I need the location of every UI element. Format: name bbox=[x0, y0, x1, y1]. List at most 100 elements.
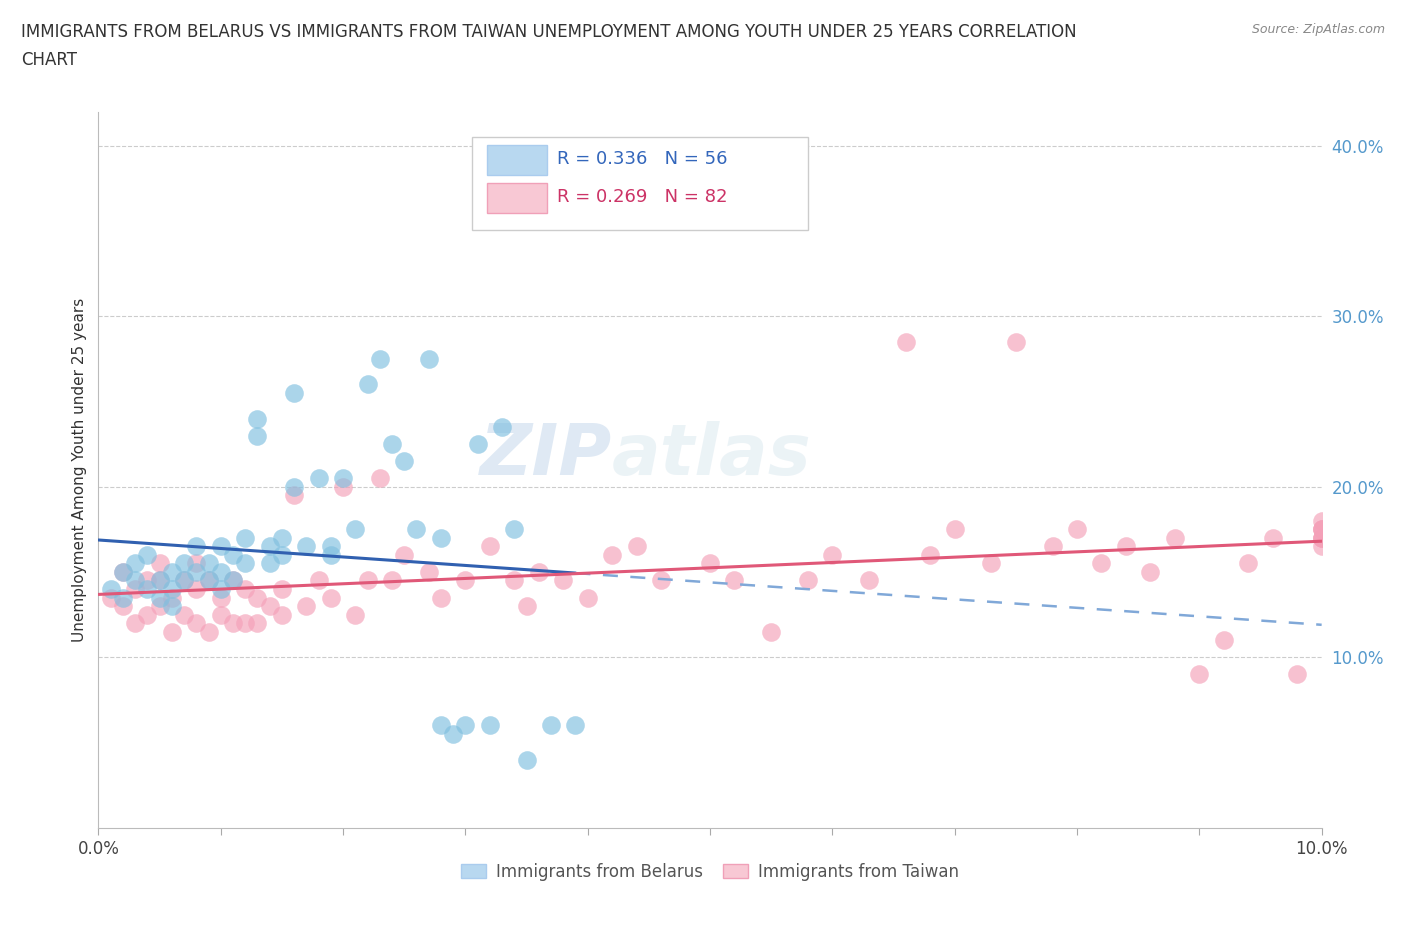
Point bbox=[111, 591, 134, 605]
Point bbox=[467, 437, 489, 452]
Point bbox=[332, 471, 354, 485]
Point bbox=[283, 386, 305, 401]
Point bbox=[356, 573, 378, 588]
Point bbox=[209, 607, 232, 622]
Point bbox=[295, 539, 318, 554]
Text: R = 0.269   N = 82: R = 0.269 N = 82 bbox=[557, 188, 728, 206]
Point bbox=[1139, 565, 1161, 579]
Point bbox=[246, 428, 269, 443]
Point bbox=[186, 565, 208, 579]
FancyBboxPatch shape bbox=[488, 145, 547, 176]
Point bbox=[197, 573, 219, 588]
Point bbox=[209, 565, 232, 579]
Point bbox=[308, 471, 330, 485]
Point bbox=[1115, 539, 1137, 554]
Text: CHART: CHART bbox=[21, 51, 77, 69]
Point bbox=[209, 591, 232, 605]
Point bbox=[246, 411, 269, 426]
Text: atlas: atlas bbox=[612, 421, 811, 490]
Point bbox=[858, 573, 880, 588]
Point bbox=[1310, 522, 1333, 537]
Point bbox=[392, 454, 416, 469]
Point bbox=[1310, 513, 1333, 528]
Point bbox=[441, 726, 464, 741]
Point bbox=[149, 556, 172, 571]
Point bbox=[454, 718, 477, 733]
Point bbox=[209, 581, 232, 596]
Point bbox=[759, 624, 782, 639]
Point bbox=[222, 573, 245, 588]
Point bbox=[405, 522, 427, 537]
Point bbox=[209, 539, 232, 554]
Point bbox=[368, 352, 391, 366]
Point bbox=[540, 718, 562, 733]
Point bbox=[149, 591, 172, 605]
Point bbox=[136, 548, 159, 563]
Point bbox=[1042, 539, 1064, 554]
Point bbox=[270, 607, 292, 622]
Point bbox=[149, 599, 172, 614]
Point bbox=[344, 522, 367, 537]
Point bbox=[233, 581, 256, 596]
Point bbox=[100, 591, 122, 605]
Point bbox=[136, 581, 159, 596]
Point bbox=[111, 599, 134, 614]
Point bbox=[564, 718, 586, 733]
Point bbox=[1261, 530, 1284, 545]
Point bbox=[600, 548, 623, 563]
Point bbox=[491, 419, 513, 434]
Point bbox=[222, 616, 245, 631]
Point bbox=[368, 471, 391, 485]
Point bbox=[980, 556, 1002, 571]
Point bbox=[149, 573, 172, 588]
Point bbox=[1310, 530, 1333, 545]
Point bbox=[381, 573, 404, 588]
Point bbox=[478, 539, 501, 554]
Point bbox=[1164, 530, 1187, 545]
Point bbox=[797, 573, 820, 588]
Point bbox=[186, 556, 208, 571]
Point bbox=[233, 616, 256, 631]
Point bbox=[1310, 539, 1333, 554]
Point bbox=[308, 573, 330, 588]
Point bbox=[356, 377, 378, 392]
Point bbox=[160, 624, 183, 639]
Point bbox=[1237, 556, 1260, 571]
Point bbox=[197, 556, 219, 571]
Point bbox=[1310, 530, 1333, 545]
Point bbox=[160, 581, 183, 596]
Point bbox=[186, 616, 208, 631]
Text: IMMIGRANTS FROM BELARUS VS IMMIGRANTS FROM TAIWAN UNEMPLOYMENT AMONG YOUTH UNDER: IMMIGRANTS FROM BELARUS VS IMMIGRANTS FR… bbox=[21, 23, 1077, 41]
Point bbox=[516, 752, 538, 767]
Point bbox=[1310, 522, 1333, 537]
Point bbox=[516, 599, 538, 614]
Point bbox=[173, 573, 195, 588]
Point bbox=[527, 565, 550, 579]
Point bbox=[233, 556, 256, 571]
Point bbox=[319, 539, 342, 554]
Point bbox=[259, 539, 281, 554]
Point bbox=[894, 335, 917, 350]
Point bbox=[381, 437, 404, 452]
Point bbox=[430, 591, 453, 605]
Point bbox=[197, 573, 219, 588]
Point bbox=[186, 581, 208, 596]
Point bbox=[136, 573, 159, 588]
Point bbox=[319, 591, 342, 605]
Point bbox=[160, 565, 183, 579]
Point bbox=[173, 607, 195, 622]
Point bbox=[430, 718, 453, 733]
Point bbox=[233, 530, 256, 545]
Point bbox=[478, 718, 501, 733]
Point bbox=[1310, 522, 1333, 537]
Point bbox=[283, 487, 305, 502]
Point bbox=[173, 573, 195, 588]
Point bbox=[222, 573, 245, 588]
Point bbox=[197, 624, 219, 639]
Point bbox=[1004, 335, 1026, 350]
Point bbox=[332, 479, 354, 494]
Point bbox=[1090, 556, 1112, 571]
Legend: Immigrants from Belarus, Immigrants from Taiwan: Immigrants from Belarus, Immigrants from… bbox=[454, 856, 966, 887]
Point bbox=[100, 581, 122, 596]
Point bbox=[295, 599, 318, 614]
